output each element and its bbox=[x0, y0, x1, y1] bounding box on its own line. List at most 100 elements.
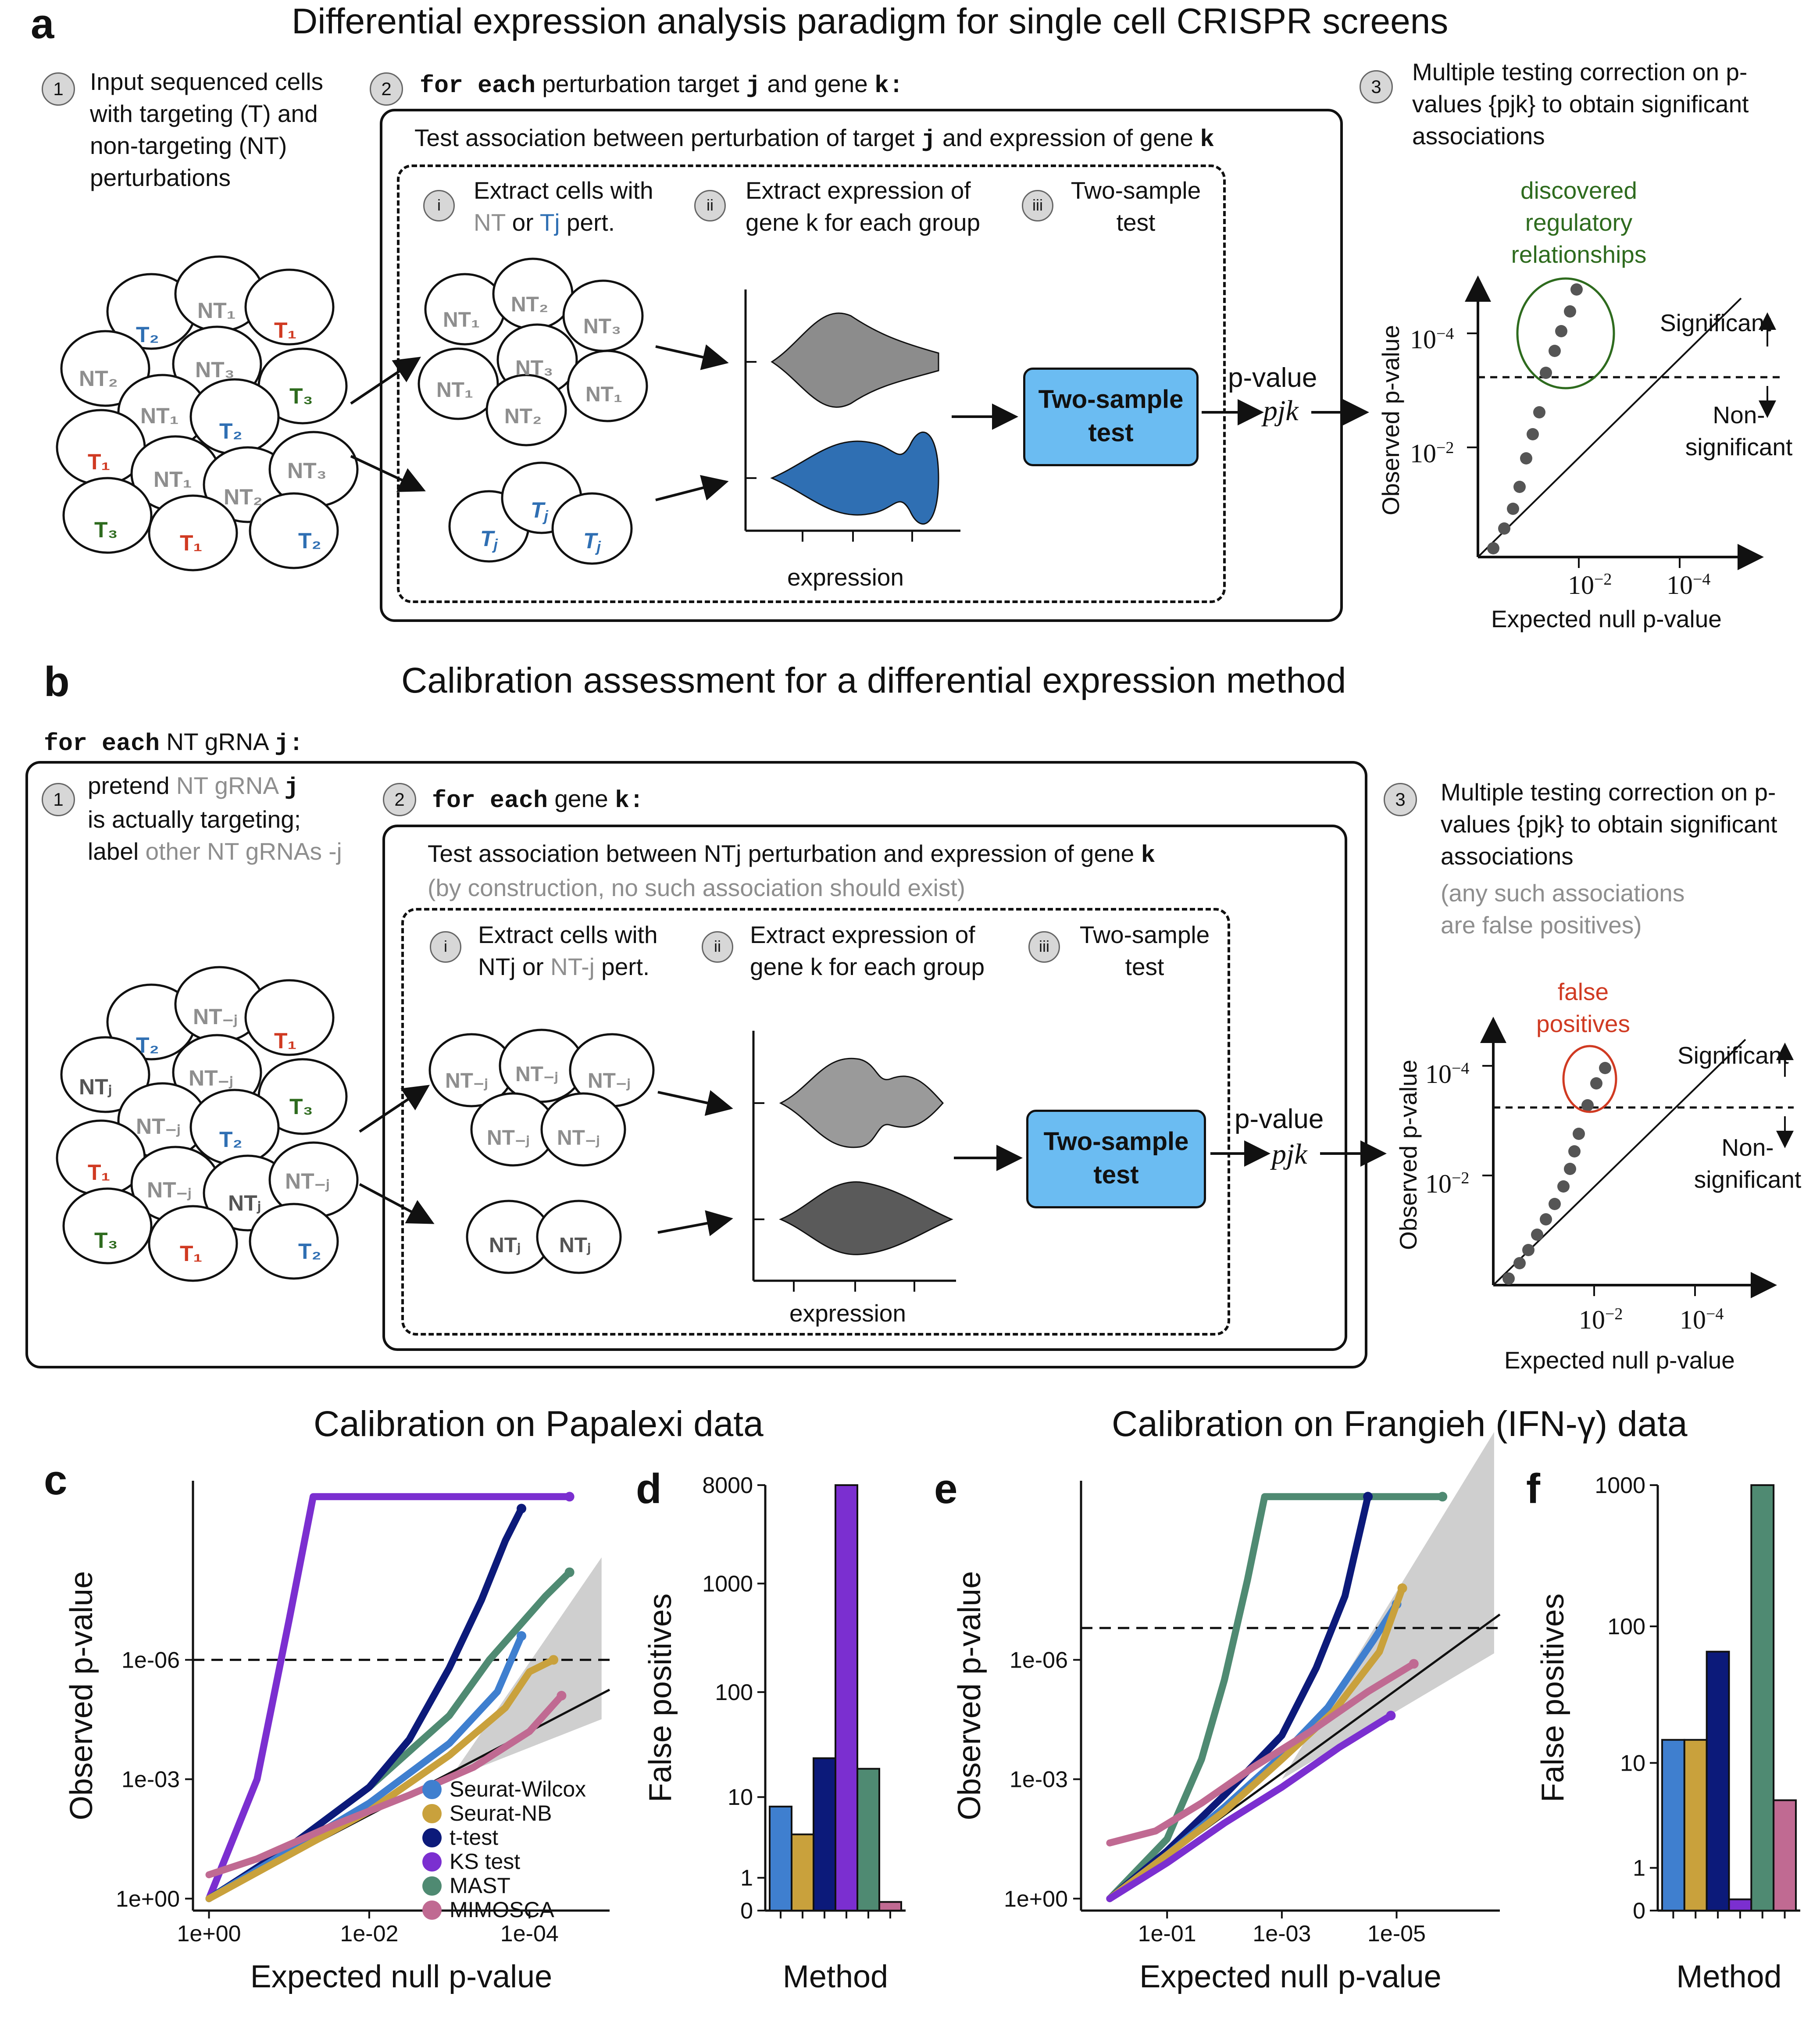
y-tick-label: 1000 bbox=[702, 1571, 753, 1597]
panel-b-inner-box bbox=[382, 825, 1347, 1351]
svg-text:T₁: T₁ bbox=[274, 1029, 296, 1053]
bar-ks-test bbox=[835, 1484, 858, 1911]
step-a3-text: Multiple testing correction on p-values … bbox=[1412, 58, 1749, 150]
panel-b-xtick-2: 10−2 bbox=[1579, 1305, 1623, 1334]
svg-text:T₁: T₁ bbox=[88, 1160, 110, 1185]
svg-text:T₃: T₃ bbox=[289, 1094, 313, 1119]
series-seurat-nb bbox=[205, 1656, 557, 1902]
legend-swatch bbox=[422, 1804, 442, 1823]
step-b2-badge: 2 bbox=[383, 783, 416, 816]
svg-text:NT₋ⱼ: NT₋ⱼ bbox=[557, 1126, 600, 1150]
panel-b-letter: b bbox=[44, 658, 70, 705]
series-endpoint bbox=[1363, 1492, 1373, 1502]
svg-text:NT₁: NT₁ bbox=[443, 308, 480, 332]
y-tick-label: 1e-03 bbox=[121, 1767, 180, 1793]
legend-swatch bbox=[422, 1876, 442, 1896]
svg-text:NT₋ⱼ: NT₋ⱼ bbox=[487, 1126, 530, 1150]
panel-b-box-subtitle: (by construction, no such association sh… bbox=[428, 874, 965, 901]
svg-text:NT₋ⱼ: NT₋ⱼ bbox=[189, 1066, 233, 1090]
svg-text:T₂: T₂ bbox=[136, 322, 159, 347]
bar-ks-test bbox=[1728, 1898, 1752, 1911]
svg-text:T₃: T₃ bbox=[94, 1228, 118, 1253]
legend-label: MAST bbox=[450, 1873, 510, 1898]
svg-text:Tj: Tj bbox=[531, 498, 549, 525]
bar-t-test bbox=[813, 1757, 836, 1912]
series-endpoint bbox=[1409, 1659, 1419, 1669]
bar-mast bbox=[856, 1768, 880, 1911]
x-axis-label: Expected null p-value bbox=[250, 1959, 552, 1994]
bar-seurat-nb bbox=[1683, 1739, 1708, 1911]
y-tick-label: 1e-06 bbox=[121, 1647, 180, 1673]
panel-b-expression-label: expression bbox=[789, 1300, 906, 1327]
svg-text:NT₃: NT₃ bbox=[287, 458, 327, 483]
y-tick-label: 1e-03 bbox=[1010, 1767, 1068, 1793]
panel-a-graphics: T₂ NT₁ T₁ NT₂ NT₃ T₃ NT₁ T₂ T₁ NT₁ NT₂ N… bbox=[56, 255, 1781, 572]
y-axis-label: Observed p-value bbox=[64, 1571, 99, 1820]
svg-text:T₂: T₂ bbox=[219, 1127, 243, 1152]
series-endpoint bbox=[564, 1567, 575, 1577]
y-tick-label: 8000 bbox=[702, 1473, 753, 1498]
panel-c-title: Calibration on Papalexi data bbox=[314, 1404, 764, 1444]
svg-text:Tj: Tj bbox=[480, 526, 499, 553]
series-ks-test bbox=[1106, 1712, 1395, 1902]
svg-text:NT₂: NT₂ bbox=[511, 293, 548, 316]
bar-mimosca bbox=[878, 1901, 902, 1911]
panel-a-pjk: pjk bbox=[1263, 395, 1299, 427]
svg-text:NT₋ⱼ: NT₋ⱼ bbox=[193, 1004, 238, 1029]
svg-text:T₂: T₂ bbox=[219, 419, 243, 443]
panel-b-ytick-4: 10−4 bbox=[1425, 1059, 1470, 1089]
step-a1-text: Input sequenced cells with targeting (T)… bbox=[90, 68, 324, 191]
legend-swatch bbox=[422, 1828, 442, 1847]
y-tick-label: 10 bbox=[728, 1785, 753, 1810]
series-endpoint bbox=[1386, 1711, 1396, 1721]
svg-text:T₃: T₃ bbox=[94, 518, 118, 542]
svg-text:NT₃: NT₃ bbox=[195, 357, 235, 382]
svg-text:NT₁: NT₁ bbox=[585, 383, 622, 406]
panel-f-letter: f bbox=[1526, 1465, 1540, 1512]
panel-a-outer-box bbox=[380, 109, 1343, 622]
series-ks-test bbox=[205, 1493, 573, 1902]
svg-text:NT₂: NT₂ bbox=[504, 405, 542, 428]
panel-b-graphics: T₂ NT₋ⱼ T₁ NTⱼ NT₋ⱼ T₃ NT₋ⱼ T₂ T₁ NT₋ⱼ N… bbox=[56, 966, 1794, 1298]
panel-b-box-title: Test association between NTj perturbatio… bbox=[428, 840, 1156, 869]
charts-canvas: 1e+00 1e-02 1e-04 1e+00 1e-03 1e-06 Expected n… bbox=[64, 1432, 1800, 1994]
panel-b-xtick-4: 10−4 bbox=[1680, 1305, 1724, 1334]
panel-a-nonsignificant: Non- significant bbox=[1685, 401, 1793, 461]
sub-a-i-text: Extract cells with NT or Tj pert. bbox=[474, 177, 653, 236]
step-a2-badge: 2 bbox=[370, 72, 403, 106]
x-tick-label: 1e-04 bbox=[500, 1921, 559, 1947]
step-b3-badge: 3 bbox=[1384, 783, 1417, 816]
sub-a-ii-text: Extract expression of gene k for each gr… bbox=[746, 177, 981, 236]
x-tick-label: 1e-05 bbox=[1367, 1921, 1426, 1947]
discovered-label: discovered regulatory relationships bbox=[1511, 177, 1647, 268]
panel-a-test-box: Two-sample test bbox=[1023, 368, 1199, 466]
y-tick-label: 0 bbox=[1633, 1898, 1645, 1924]
step-b3-text: Multiple testing correction on p-values … bbox=[1441, 779, 1777, 870]
sub-b-i-badge: i bbox=[430, 931, 461, 963]
panel-a-ytick-4: 10−4 bbox=[1410, 325, 1454, 354]
svg-text:T₂: T₂ bbox=[136, 1033, 159, 1057]
series-endpoint bbox=[517, 1504, 527, 1514]
x-tick-label: 1e-02 bbox=[340, 1921, 398, 1947]
panel-a-xtick-2: 10−2 bbox=[1568, 570, 1612, 600]
svg-text:T₁: T₁ bbox=[180, 1241, 202, 1266]
legend-label: Seurat-Wilcox bbox=[450, 1777, 586, 1801]
panel-a-letter: a bbox=[31, 0, 54, 47]
y-axis-label: False positives bbox=[643, 1593, 678, 1802]
y-tick-label: 10 bbox=[1620, 1750, 1645, 1776]
sub-a-ii-badge: ii bbox=[694, 190, 726, 221]
panel-a-xlabel: Expected null p-value bbox=[1491, 605, 1722, 632]
panel-a-pvalue-label: p-value bbox=[1228, 363, 1317, 393]
bar-t-test bbox=[1706, 1650, 1730, 1912]
x-axis-label: Method bbox=[1676, 1959, 1781, 1994]
y-tick-label: 100 bbox=[715, 1680, 753, 1705]
x-tick-label: 1e-03 bbox=[1253, 1921, 1311, 1947]
x-tick-label: 1e+00 bbox=[177, 1921, 241, 1947]
y-tick-label: 1e+00 bbox=[1004, 1886, 1068, 1912]
bar-seurat-nb bbox=[791, 1833, 814, 1911]
svg-text:T₁: T₁ bbox=[180, 531, 202, 555]
svg-text:NTⱼ: NTⱼ bbox=[79, 1075, 112, 1099]
svg-text:T₁: T₁ bbox=[274, 318, 296, 343]
series-mimosca bbox=[205, 1692, 565, 1879]
svg-text:T₂: T₂ bbox=[298, 1239, 321, 1264]
